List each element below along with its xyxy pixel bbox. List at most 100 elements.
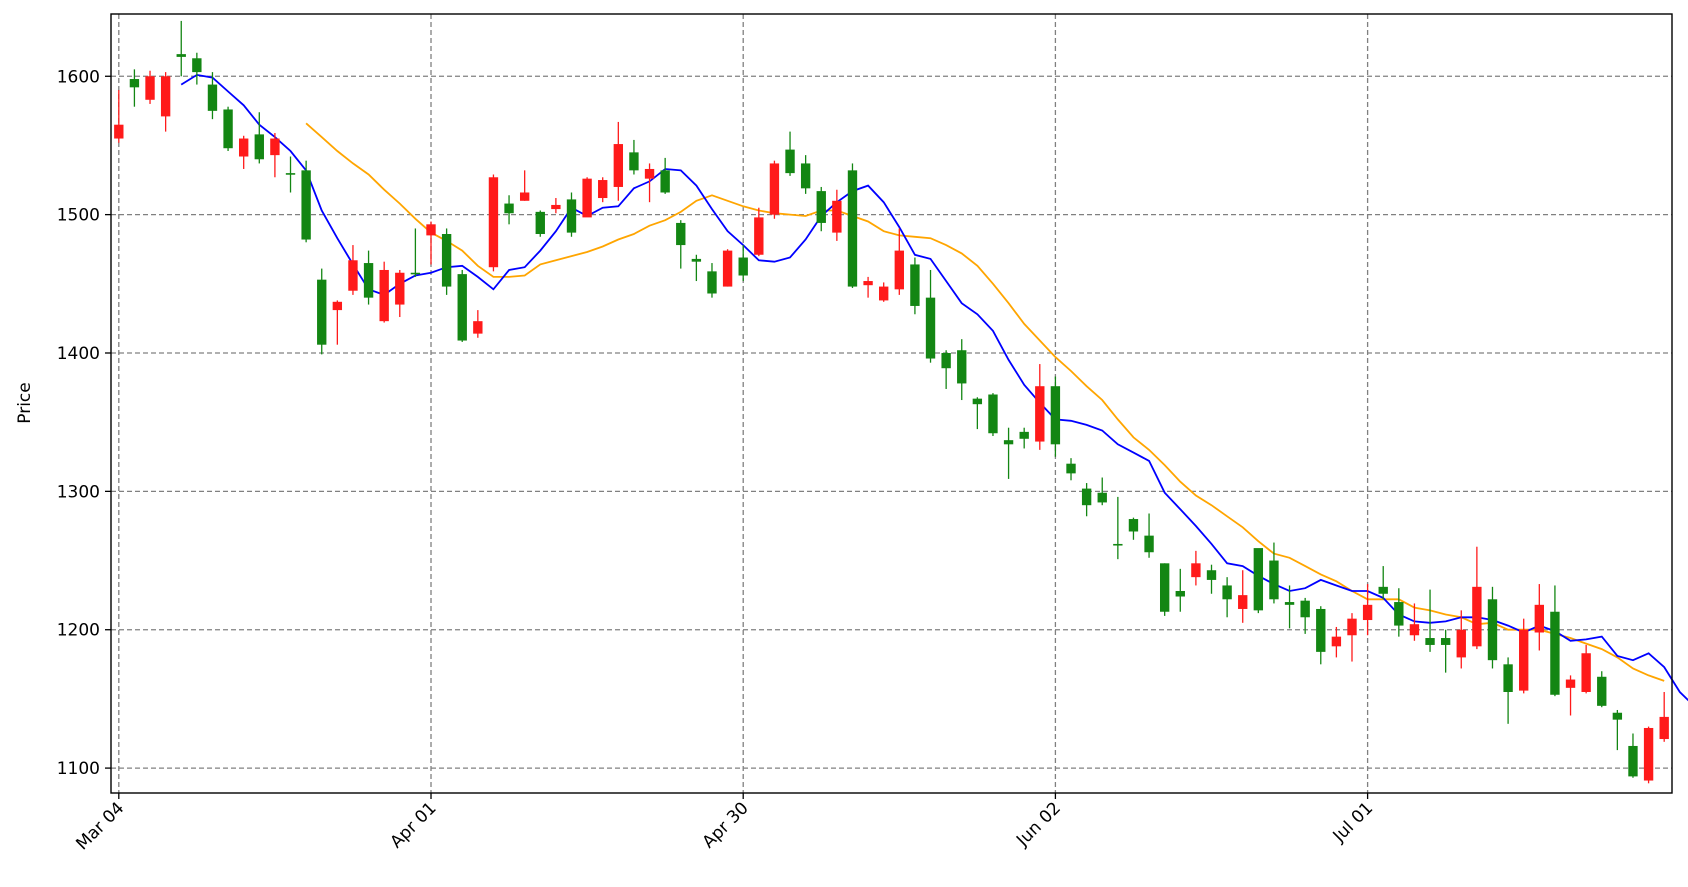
candle-down — [1534, 584, 1544, 651]
candle-up — [1128, 517, 1139, 540]
candle-up — [816, 186, 826, 232]
grid-lines — [111, 14, 1672, 793]
candle-body — [504, 203, 514, 214]
candle-up — [660, 157, 670, 194]
candle-body — [925, 297, 936, 359]
candle-body — [363, 263, 374, 298]
candle-up — [1597, 671, 1607, 708]
x-tick-label: Jun 02 — [1012, 798, 1065, 851]
candle-up — [1222, 577, 1232, 618]
candle-up — [223, 106, 233, 151]
candle-body — [488, 177, 499, 268]
candle-up — [1487, 586, 1498, 669]
candle-down — [114, 90, 124, 143]
candle-body — [1581, 653, 1591, 692]
candle-down — [863, 276, 873, 298]
candle-body — [769, 163, 780, 215]
candle-down — [1409, 603, 1420, 641]
candle-up — [535, 210, 545, 237]
candle-body — [1097, 492, 1107, 503]
candle-body — [644, 168, 655, 179]
candle-body — [1503, 664, 1513, 692]
candle-body — [691, 258, 702, 262]
candle-body — [410, 272, 421, 275]
candle-body — [722, 250, 733, 287]
candle-up — [176, 20, 186, 77]
candle-down — [832, 189, 842, 241]
candle-body — [676, 222, 686, 246]
candle-body — [1425, 638, 1435, 645]
candle-body — [426, 224, 436, 236]
candle-up — [129, 69, 140, 107]
candle-body — [1362, 604, 1373, 621]
candles-group — [114, 20, 1669, 784]
candle-body — [270, 138, 280, 156]
candle-down — [1191, 550, 1201, 586]
candle-up — [192, 52, 202, 85]
candle-down — [1659, 691, 1669, 742]
candle-down — [1565, 675, 1576, 716]
candle-body — [1487, 599, 1498, 661]
candle-body — [1378, 586, 1388, 594]
candle-body — [1019, 431, 1029, 439]
candle-down — [754, 207, 764, 257]
candle-body — [535, 211, 545, 235]
candle-body — [1316, 608, 1326, 652]
candle-body — [1300, 600, 1310, 618]
candle-up — [254, 112, 264, 164]
candle-body — [1394, 602, 1404, 626]
candle-up — [301, 160, 311, 243]
candle-up — [1019, 427, 1029, 449]
candle-body — [285, 173, 296, 175]
candle-up — [1206, 564, 1217, 594]
candle-body — [519, 192, 530, 201]
candle-up — [738, 245, 748, 282]
candle-up — [629, 139, 639, 175]
ma-long-line-group — [305, 122, 1665, 682]
candle-body — [1269, 560, 1279, 600]
candle-body — [1409, 624, 1420, 636]
candle-body — [707, 271, 717, 294]
candle-down — [348, 245, 358, 295]
candle-down — [722, 249, 733, 287]
candle-body — [1565, 679, 1576, 688]
candle-body — [1519, 629, 1529, 691]
candle-up — [1394, 588, 1404, 637]
x-tick-label: Jul 01 — [1329, 798, 1377, 846]
candle-body — [1035, 386, 1045, 442]
candle-up — [285, 156, 296, 193]
y-tick-label: 1600 — [57, 67, 100, 87]
candle-body — [1175, 590, 1185, 597]
candle-body — [879, 286, 889, 301]
candle-body — [473, 321, 483, 334]
candle-up — [1113, 496, 1123, 560]
candle-body — [832, 200, 842, 233]
candle-body — [254, 134, 264, 160]
candle-body — [1003, 440, 1014, 445]
candle-body — [1191, 563, 1201, 578]
candle-down — [879, 282, 889, 302]
candle-body — [785, 149, 795, 174]
candle-body — [1144, 535, 1154, 553]
candle-body — [1081, 488, 1092, 506]
candle-body — [847, 170, 858, 287]
candle-up — [1300, 597, 1310, 634]
candle-body — [1253, 548, 1264, 611]
candle-down — [582, 177, 592, 218]
candle-up — [910, 257, 920, 315]
candle-up — [1175, 568, 1185, 612]
candle-down — [1519, 618, 1529, 694]
candle-body — [582, 178, 592, 218]
y-tick-label: 1200 — [57, 621, 100, 641]
candle-body — [332, 301, 343, 311]
candle-down — [769, 160, 780, 219]
candle-body — [566, 199, 577, 233]
candle-up — [925, 269, 936, 363]
candle-up — [1253, 548, 1264, 614]
candle-up — [1066, 458, 1076, 481]
ma-short-series-line — [180, 73, 1688, 702]
candle-body — [160, 76, 171, 117]
candle-down — [488, 174, 499, 272]
candle-up — [1097, 477, 1107, 506]
